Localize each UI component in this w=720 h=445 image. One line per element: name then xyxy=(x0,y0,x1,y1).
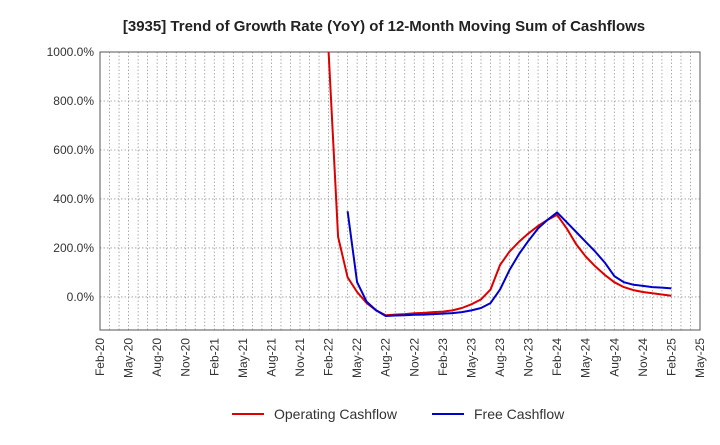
x-tick-label: Feb-25 xyxy=(664,338,678,376)
series-lines xyxy=(327,52,672,317)
x-tick-label: Feb-20 xyxy=(93,338,107,376)
x-tick-label: Feb-22 xyxy=(322,338,336,376)
x-axis: Feb-20 May-20 Aug-20 Nov-20 Feb-21 May-21 Aug-… xyxy=(93,338,707,378)
x-tick-label: Aug-24 xyxy=(607,338,621,377)
y-tick-label: 0.0% xyxy=(67,290,95,304)
x-tick-label: Feb-21 xyxy=(207,338,221,376)
grid-lines xyxy=(100,51,700,330)
x-tick-label: May-22 xyxy=(350,338,364,378)
legend-label: Operating Cashflow xyxy=(274,406,398,422)
x-tick-label: Feb-24 xyxy=(550,338,564,376)
x-tick-label: Aug-21 xyxy=(264,338,278,377)
x-tick-label: Aug-20 xyxy=(150,338,164,377)
y-tick-label: 400.0% xyxy=(53,192,94,206)
x-tick-label: Aug-23 xyxy=(493,338,507,377)
plot-area xyxy=(99,51,701,331)
x-tick-label: May-21 xyxy=(236,338,250,378)
y-tick-label: 600.0% xyxy=(53,143,94,157)
x-tick-label: May-23 xyxy=(464,338,478,378)
series-line-free-cashflow xyxy=(346,211,672,317)
legend-label: Free Cashflow xyxy=(474,406,565,422)
x-tick-label: Nov-20 xyxy=(179,338,193,377)
y-tick-label: 800.0% xyxy=(53,94,94,108)
x-tick-label: Feb-23 xyxy=(436,338,450,376)
x-tick-label: Nov-21 xyxy=(293,338,307,377)
y-tick-label: 1000.0% xyxy=(47,45,95,59)
legend: Operating Cashflow Free Cashflow xyxy=(232,406,565,422)
x-tick-label: Nov-24 xyxy=(636,338,650,377)
x-tick-label: Nov-23 xyxy=(522,338,536,377)
x-tick-label: Aug-22 xyxy=(379,338,393,377)
y-tick-label: 200.0% xyxy=(53,241,94,255)
x-tick-label: May-25 xyxy=(693,338,707,378)
x-tick-label: May-24 xyxy=(579,338,593,378)
chart-title: [3935] Trend of Growth Rate (YoY) of 12-… xyxy=(123,18,645,35)
x-tick-label: May-20 xyxy=(122,338,136,378)
y-axis: 1000.0% 800.0% 600.0% 400.0% 200.0% 0.0% xyxy=(47,45,95,304)
x-tick-label: Nov-22 xyxy=(407,338,421,377)
